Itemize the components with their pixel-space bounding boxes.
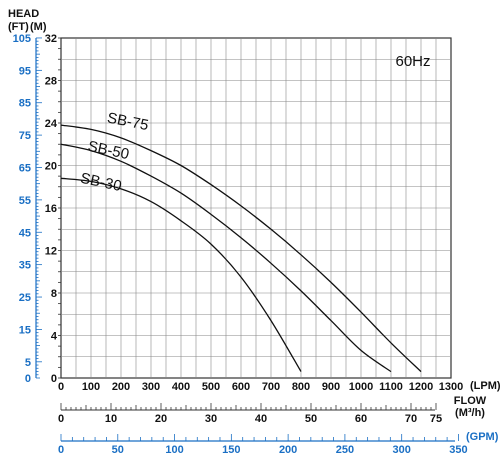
y-ft-tick-label: 5 (25, 357, 31, 369)
y-ft-tick-label: 35 (19, 260, 31, 272)
y-ft-tick-label: 85 (19, 98, 31, 110)
head-title: HEAD (8, 8, 39, 20)
x-lpm-tick-label: 300 (142, 381, 160, 393)
y-m-tick-label: 12 (45, 246, 57, 258)
curve-sb-75 (60, 124, 422, 373)
y-axis-m-title: (M) (30, 21, 47, 33)
y-m-tick-label: 28 (45, 76, 57, 88)
x-axis-lpm-ticks: 0 100 200 300 400 500 600 700 800 900 1000 1100 1200… (58, 381, 463, 393)
x-gpm-tick-label: 350 (449, 444, 467, 456)
x-m3h-tick-label: 50 (305, 413, 317, 425)
curve-label-sb-75: SB-75 (106, 109, 150, 134)
y-axis-m-ticks: 0 4 8 12 16 20 24 28 32 (45, 33, 61, 385)
x-gpm-tick-label: 200 (279, 444, 297, 456)
y-axis-ft-title: (FT) (8, 21, 29, 33)
y-m-tick-label: 20 (45, 161, 57, 173)
x-axis-m3h-title: FLOW (454, 395, 487, 407)
y-m-tick-label: 16 (45, 203, 57, 215)
x-lpm-tick-label: 0 (58, 381, 64, 393)
x-lpm-tick-label: 600 (232, 381, 250, 393)
x-m3h-tick-label: 40 (255, 413, 267, 425)
x-lpm-tick-label: 1000 (349, 381, 373, 393)
x-gpm-tick-label: 50 (112, 444, 124, 456)
x-gpm-tick-label: 300 (393, 444, 411, 456)
y-m-tick-label: 32 (45, 33, 57, 45)
curve-label-sb-30: SB-30 (79, 170, 123, 195)
x-lpm-tick-label: 200 (112, 381, 130, 393)
y-m-tick-label: 0 (51, 373, 57, 385)
y-ft-tick-label: 45 (19, 227, 31, 239)
y-axis-ft-ticks: 0 5 15 25 35 45 55 65 75 85 95 105 (13, 33, 42, 385)
y-ft-tick-label: 25 (19, 292, 31, 304)
y-ft-tick-label: 55 (19, 195, 31, 207)
x-axis-m3h-unit: (M³/h) (455, 407, 485, 419)
x-lpm-tick-label: 400 (172, 381, 190, 393)
curve-sb-50 (60, 143, 392, 373)
x-m3h-tick-label: 70 (405, 413, 417, 425)
curve-sb-30 (60, 177, 302, 372)
y-ft-tick-label: 65 (19, 162, 31, 174)
y-ft-tick-label: 95 (19, 65, 31, 77)
x-m3h-tick-label: 30 (205, 413, 217, 425)
x-m3h-tick-label: 75 (430, 413, 442, 425)
curves: SB-75 SB-50 SB-30 (60, 109, 422, 373)
x-lpm-tick-label: 800 (292, 381, 310, 393)
x-lpm-tick-label: 1200 (409, 381, 433, 393)
y-ft-tick-label: 0 (25, 373, 31, 385)
grid (61, 38, 451, 378)
x-lpm-tick-label: 1100 (379, 381, 403, 393)
x-axis-lpm-unit: (LPM) (470, 380, 500, 392)
x-lpm-tick-label: 1300 (439, 381, 463, 393)
x-axis-m3h-ticks: 0 10 20 30 40 50 60 70 75 (58, 403, 442, 425)
x-axis-gpm-unit: (GPM) (466, 431, 499, 443)
x-axis-gpm-ticks: 0 50 100 150 200 250 300 350 (58, 434, 468, 456)
y-m-tick-label: 4 (51, 331, 58, 343)
y-ft-tick-label: 105 (13, 33, 31, 45)
x-gpm-tick-label: 100 (165, 444, 183, 456)
x-lpm-tick-label: 500 (202, 381, 220, 393)
y-m-tick-label: 24 (45, 118, 58, 130)
x-m3h-tick-label: 10 (105, 413, 117, 425)
frequency-label: 60Hz (395, 53, 430, 70)
y-ft-tick-label: 75 (19, 130, 31, 142)
curve-label-sb-50: SB-50 (86, 138, 130, 163)
x-lpm-tick-label: 900 (322, 381, 340, 393)
x-m3h-tick-label: 60 (355, 413, 367, 425)
y-ft-tick-label: 15 (19, 324, 31, 336)
x-m3h-tick-label: 20 (155, 413, 167, 425)
x-lpm-tick-label: 700 (262, 381, 280, 393)
x-gpm-tick-label: 0 (58, 444, 64, 456)
x-gpm-tick-label: 250 (336, 444, 354, 456)
x-m3h-tick-label: 0 (58, 413, 64, 425)
x-lpm-tick-label: 100 (82, 381, 100, 393)
y-m-tick-label: 8 (51, 288, 57, 300)
x-gpm-tick-label: 150 (222, 444, 240, 456)
